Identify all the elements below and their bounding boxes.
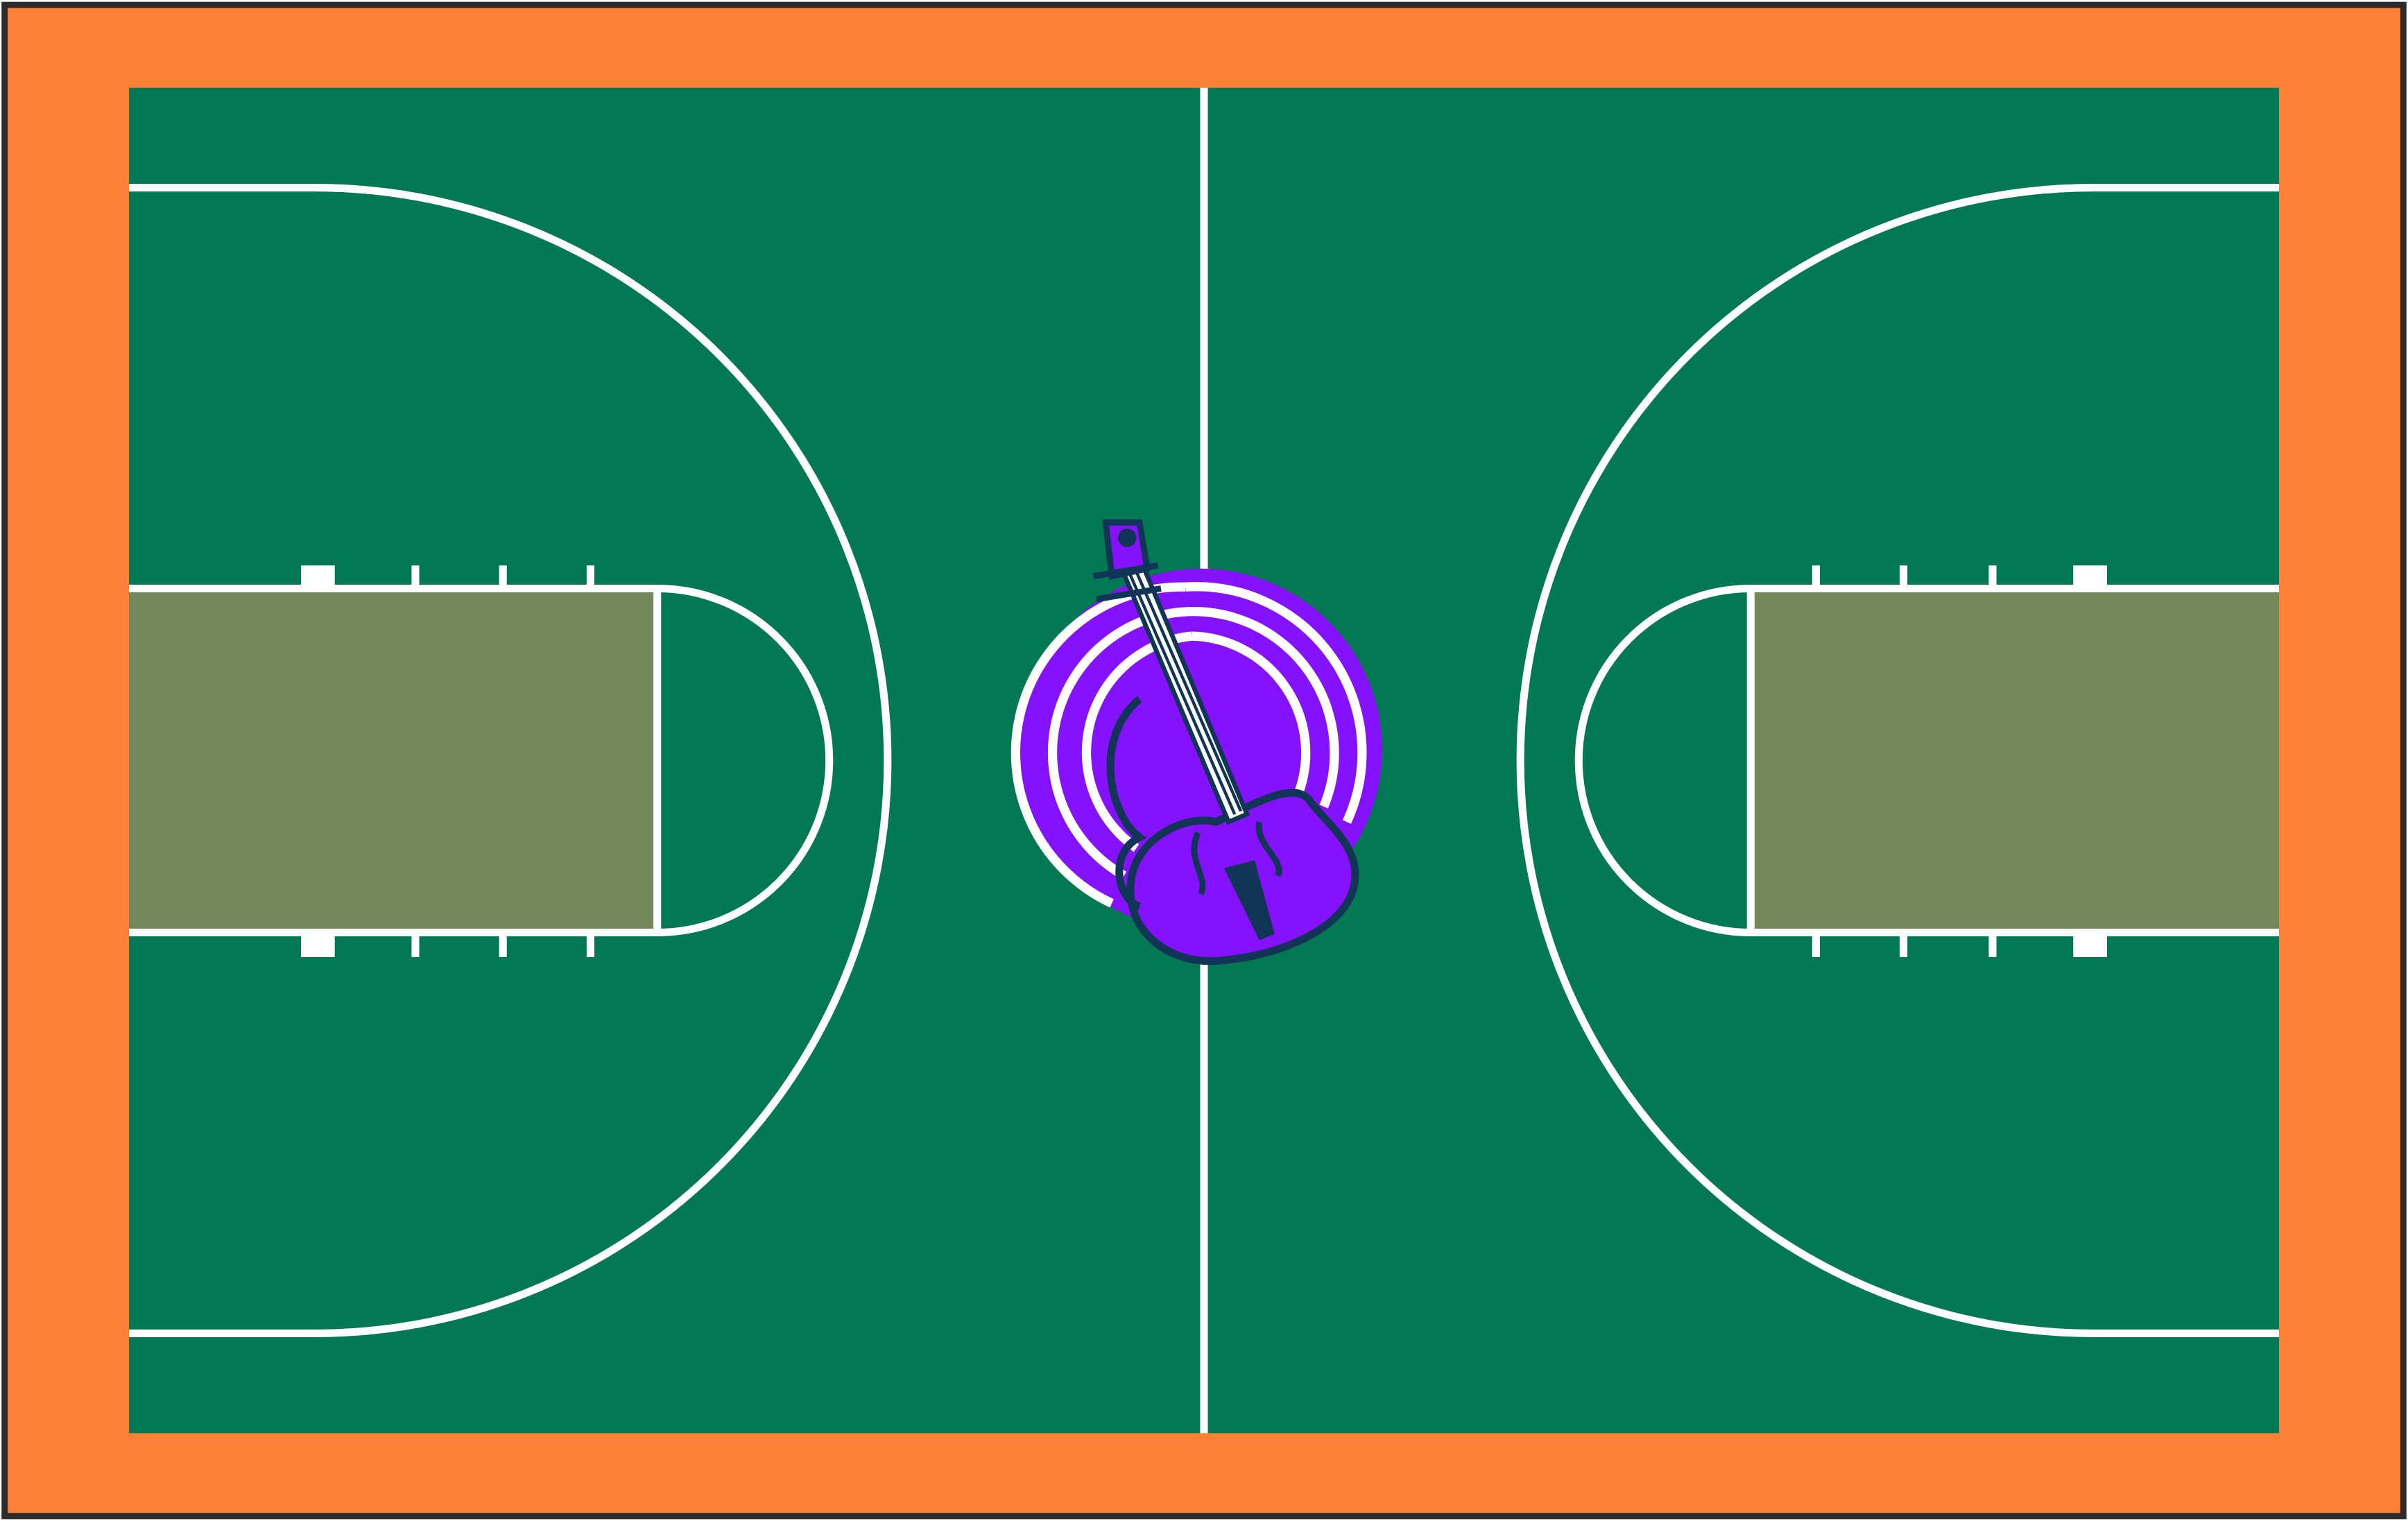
right-key-paint [1751, 591, 2279, 930]
left-key-paint [129, 591, 656, 930]
left-three-point-line [129, 184, 892, 1337]
lane-hash-marks [301, 565, 2107, 957]
logo-sound-rings [1011, 582, 1367, 908]
center-court-logo [1011, 519, 1382, 965]
violin-icon [1092, 519, 1359, 965]
court-lines [129, 87, 2279, 1434]
left-free-throw-circle [657, 584, 834, 937]
right-three-point-line [1516, 184, 2279, 1337]
right-free-throw-circle [1574, 584, 1751, 937]
